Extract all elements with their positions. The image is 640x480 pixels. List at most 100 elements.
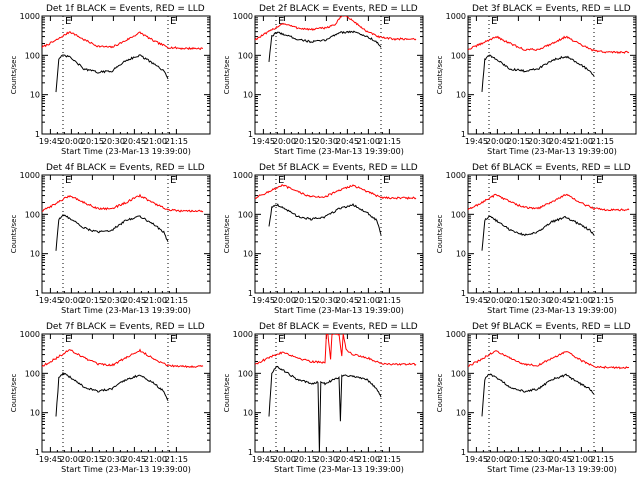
detector-panel-9: Det 9f BLACK = Events, RED = LLD E E 1 10 100…	[436, 322, 637, 474]
y-tick-label: 100	[25, 51, 40, 60]
plot-frame	[41, 333, 211, 453]
event-marker-label: E	[170, 334, 176, 345]
event-marker-label: E	[65, 16, 71, 27]
lld-series-line	[468, 35, 630, 55]
y-tick-label: 1	[461, 448, 466, 457]
y-tick-label: 10	[243, 91, 253, 100]
panel-title: Det 8f BLACK = Events, RED = LLD	[259, 322, 418, 332]
y-tick-label: 1000	[233, 12, 253, 21]
x-tick-label: 20:00	[273, 455, 296, 464]
x-tick-label: 20:30	[102, 296, 125, 305]
lld-series-line	[42, 193, 204, 213]
lld-series-line	[42, 31, 204, 51]
y-tick-label: 1	[35, 448, 40, 457]
y-tick-label: 100	[238, 210, 253, 219]
x-tick-label: 19:45	[39, 137, 62, 146]
x-tick-label: 20:45	[336, 137, 359, 146]
x-tick-label: 21:00	[357, 137, 380, 146]
x-tick-label: 21:15	[378, 455, 401, 464]
y-tick-label: 1000	[446, 171, 466, 180]
x-tick-label: 21:00	[570, 296, 593, 305]
event-marker-label: E	[383, 16, 389, 27]
plot-frame	[254, 174, 424, 294]
events-series-line	[268, 203, 382, 236]
events-series-line	[268, 30, 382, 62]
x-tick-label: 21:15	[591, 455, 614, 464]
x-tick-label: 20:15	[507, 137, 530, 146]
x-tick-label: 20:15	[81, 137, 104, 146]
plot-frame	[254, 15, 424, 135]
x-tick-label: 19:45	[252, 137, 275, 146]
x-tick-label: 20:30	[315, 455, 338, 464]
panel-title: Det 6f BLACK = Events, RED = LLD	[472, 163, 631, 173]
y-axis-label: Counts/sec	[436, 56, 444, 95]
y-tick-label: 10	[456, 409, 466, 418]
detector-panel-2: Det 2f BLACK = Events, RED = LLD E E 1 10 100…	[223, 4, 424, 156]
x-tick-label: 20:00	[486, 137, 509, 146]
x-tick-label: 20:15	[294, 296, 317, 305]
x-tick-label: 19:45	[465, 137, 488, 146]
y-tick-label: 1000	[20, 330, 40, 339]
x-axis-label: Start Time (23-Mar-13 19:39:00)	[487, 465, 617, 474]
y-axis-label: Counts/sec	[10, 215, 18, 254]
x-tick-label: 20:45	[123, 455, 146, 464]
x-axis-label: Start Time (23-Mar-13 19:39:00)	[274, 465, 404, 474]
y-tick-label: 1	[461, 289, 466, 298]
x-tick-label: 20:45	[336, 296, 359, 305]
x-tick-label: 20:30	[315, 296, 338, 305]
x-tick-label: 21:15	[165, 137, 188, 146]
y-axis-label: Counts/sec	[223, 56, 231, 95]
x-tick-label: 20:30	[102, 137, 125, 146]
y-axis-label: Counts/sec	[10, 374, 18, 413]
y-tick-label: 1	[461, 130, 466, 139]
x-tick-label: 20:15	[81, 455, 104, 464]
event-marker-label: E	[278, 175, 284, 186]
y-tick-label: 100	[451, 51, 466, 60]
y-tick-label: 100	[451, 369, 466, 378]
x-tick-label: 20:45	[549, 137, 572, 146]
panel-title: Det 1f BLACK = Events, RED = LLD	[46, 4, 205, 14]
x-tick-label: 19:45	[465, 455, 488, 464]
detector-panel-3: Det 3f BLACK = Events, RED = LLD E E 1 10 100…	[436, 4, 637, 156]
x-tick-label: 20:45	[549, 296, 572, 305]
events-series-line	[55, 54, 169, 93]
y-tick-label: 1000	[233, 330, 253, 339]
event-marker-label: E	[491, 16, 497, 27]
y-tick-label: 1000	[20, 12, 40, 21]
event-marker-label: E	[491, 175, 497, 186]
y-tick-label: 100	[238, 51, 253, 60]
detector-panel-6: Det 6f BLACK = Events, RED = LLD E E 1 10 100…	[436, 163, 637, 315]
y-tick-label: 100	[25, 210, 40, 219]
x-tick-label: 19:45	[39, 296, 62, 305]
event-marker-label: E	[491, 334, 497, 345]
y-tick-label: 1	[248, 448, 253, 457]
x-tick-label: 19:45	[465, 296, 488, 305]
panel-title: Det 5f BLACK = Events, RED = LLD	[259, 163, 418, 173]
plot-frame	[467, 333, 637, 453]
events-series-line	[481, 54, 595, 92]
lld-series-line	[468, 193, 630, 212]
lld-series-line	[255, 183, 417, 200]
events-series-line	[481, 373, 595, 417]
x-tick-label: 19:45	[252, 296, 275, 305]
detector-panel-8: Det 8f BLACK = Events, RED = LLD E E 1 10 100…	[223, 322, 424, 474]
y-tick-label: 100	[451, 210, 466, 219]
y-tick-label: 1000	[233, 171, 253, 180]
event-marker-label: E	[596, 175, 602, 186]
x-tick-label: 20:00	[273, 137, 296, 146]
x-tick-label: 19:45	[252, 455, 275, 464]
plot-frame	[467, 174, 637, 294]
event-marker-label: E	[596, 334, 602, 345]
lld-series-line	[255, 16, 417, 41]
y-axis-label: Counts/sec	[223, 374, 231, 413]
y-axis-label: Counts/sec	[10, 56, 18, 95]
event-marker-label: E	[383, 175, 389, 186]
x-tick-label: 20:00	[273, 296, 296, 305]
plot-frame	[467, 15, 637, 135]
x-tick-label: 21:15	[165, 296, 188, 305]
lld-series-line	[255, 334, 417, 367]
y-tick-label: 1000	[446, 330, 466, 339]
event-marker-label: E	[65, 175, 71, 186]
x-axis-label: Start Time (23-Mar-13 19:39:00)	[61, 306, 191, 315]
y-tick-label: 1	[248, 130, 253, 139]
